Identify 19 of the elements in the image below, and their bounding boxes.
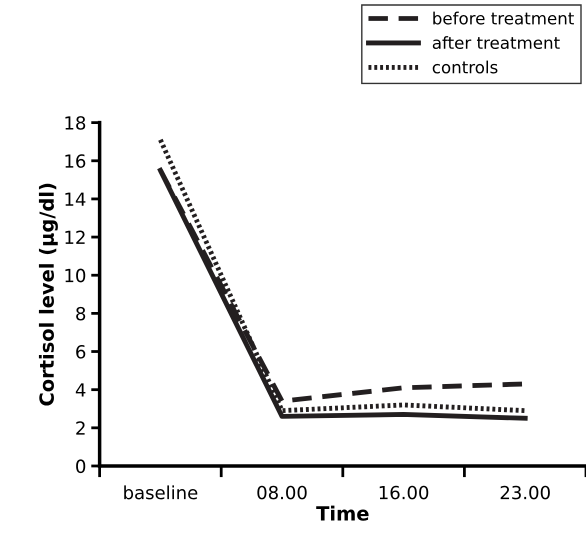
y-tick-label: 12 <box>65 230 85 244</box>
legend-label: after treatment <box>432 36 560 50</box>
x-tick-label: baseline <box>124 485 198 500</box>
x-tick-label: 08.00 <box>257 486 307 500</box>
legend-label: controls <box>432 60 498 74</box>
y-tick-label: 0 <box>76 459 86 474</box>
y-tick-label: 18 <box>65 116 86 130</box>
y-tick-label: 2 <box>76 421 85 435</box>
y-tick-label: 14 <box>65 192 86 206</box>
y-tick-label: 10 <box>65 268 86 282</box>
legend-label: before treatment <box>433 12 574 25</box>
y-tick-label: 4 <box>76 383 86 397</box>
x-tick-label: 16.00 <box>380 486 428 500</box>
y-axis-title: Cortisol level (µg/dl) <box>38 184 58 406</box>
x-axis-title: Time <box>316 506 369 521</box>
x-tick-label: 23.00 <box>500 486 550 500</box>
y-tick-label: 16 <box>65 154 86 168</box>
y-tick-label: 6 <box>76 344 86 359</box>
y-tick-label: 8 <box>76 306 86 320</box>
